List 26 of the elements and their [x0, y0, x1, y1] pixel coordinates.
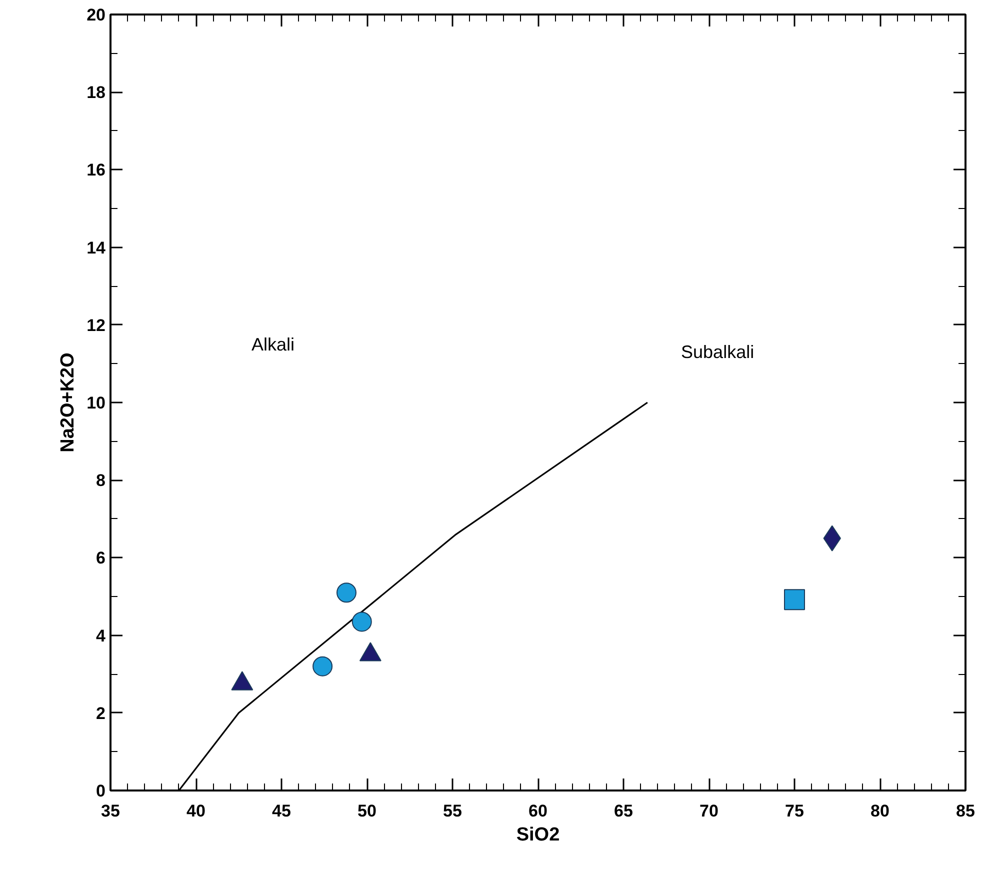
y-tick-label: 18: [86, 83, 106, 102]
x-tick-label: 45: [272, 802, 291, 820]
x-axis-title: SiO2: [516, 824, 560, 846]
y-tick-label: 6: [96, 548, 106, 568]
x-tick-label: 65: [614, 802, 633, 820]
y-tick-label: 10: [86, 394, 106, 412]
y-tick-label: 4: [96, 626, 106, 646]
x-tick-label: 70: [700, 802, 718, 820]
y-tick-label: 20: [86, 6, 106, 24]
annotation: Subalkali: [681, 342, 754, 362]
x-tick-label: 80: [870, 802, 890, 820]
x-tick-label: 85: [956, 802, 975, 820]
x-tick-label: 40: [186, 802, 206, 820]
annotation: Alkali: [251, 334, 294, 354]
y-tick-label: 2: [96, 704, 106, 723]
y-tick-label: 8: [96, 471, 106, 490]
x-tick-label: 60: [528, 802, 548, 820]
x-tick-label: 35: [101, 802, 120, 820]
x-tick-label: 50: [358, 802, 376, 820]
y-tick-label: 12: [86, 316, 106, 335]
y-tick-label: 14: [86, 238, 106, 258]
x-tick-label: 75: [785, 802, 804, 820]
y-axis-title: Na2O+K2O: [58, 352, 79, 452]
y-tick-label: 16: [86, 160, 106, 180]
y-tick-label: 0: [96, 782, 106, 800]
x-tick-label: 55: [443, 802, 462, 820]
